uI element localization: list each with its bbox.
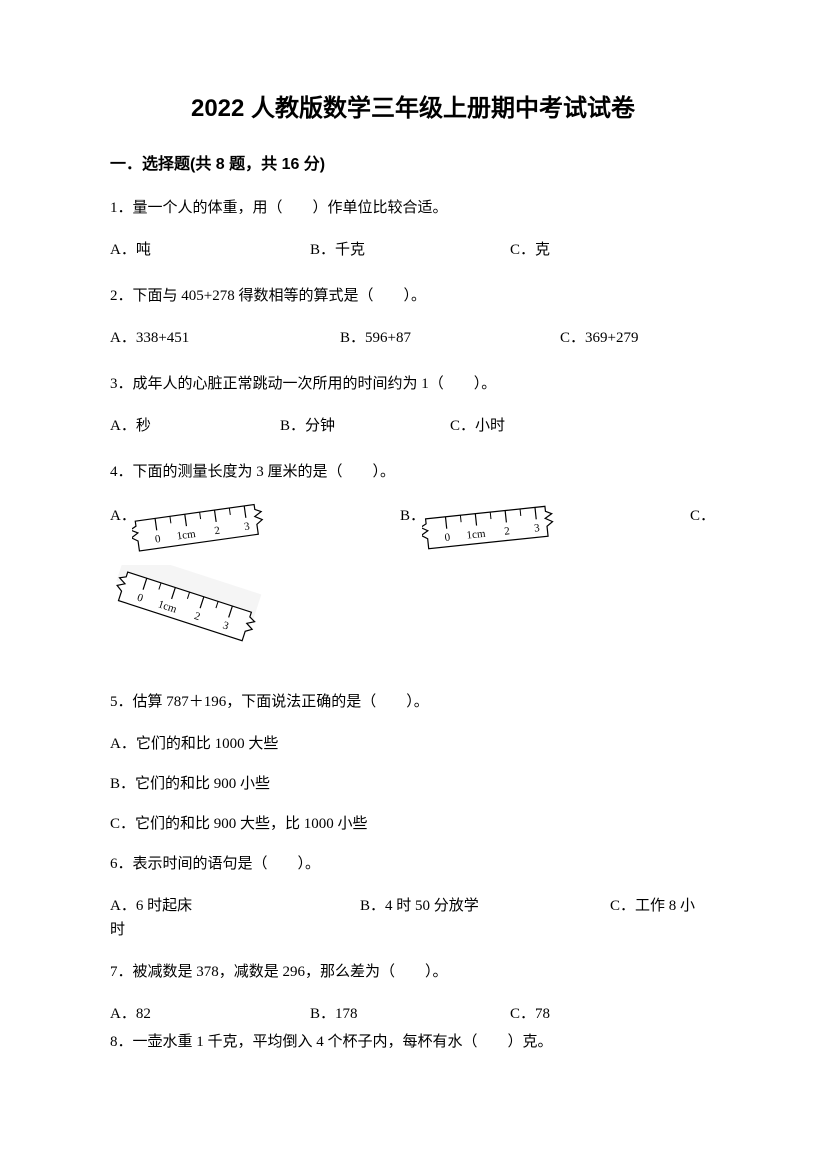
q7-option-b: B．178 xyxy=(310,1002,510,1026)
q5-option-a: A．它们的和比 1000 大些 xyxy=(110,732,716,756)
ruler-icon-b: 0 1cm 2 3 xyxy=(422,502,562,557)
question-6: 6．表示时间的语句是（ ）。 xyxy=(110,852,716,876)
question-3-options: A．秒 B．分钟 C．小时 xyxy=(110,414,716,438)
q3-option-b: B．分钟 xyxy=(280,414,450,438)
svg-text:1cm: 1cm xyxy=(466,528,487,542)
question-4: 4．下面的测量长度为 3 厘米的是（ ）。 xyxy=(110,460,716,484)
q5-option-b: B．它们的和比 900 小些 xyxy=(110,772,716,796)
question-2: 2．下面与 405+278 得数相等的算式是（ ）。 xyxy=(110,284,716,308)
q1-option-b: B．千克 xyxy=(310,238,510,262)
exam-title: 2022 人教版数学三年级上册期中考试试卷 xyxy=(110,90,716,128)
q3-option-c: C．小时 xyxy=(450,414,716,438)
question-7: 7．被减数是 378，减数是 296，那么差为（ ）。 xyxy=(110,960,716,984)
section-1-header: 一．选择题(共 8 题，共 16 分) xyxy=(110,152,716,178)
question-1: 1．量一个人的体重，用（ ）作单位比较合适。 xyxy=(110,196,716,220)
q2-option-b: B．596+87 xyxy=(340,326,560,350)
q6-option-b: B．4 时 50 分放学 xyxy=(360,894,610,918)
ruler-icon-c: 0 1cm 2 3 xyxy=(110,565,270,650)
q2-option-a: A．338+451 xyxy=(110,326,340,350)
q2-option-c: C．369+279 xyxy=(560,326,716,350)
ruler-icon-a: 0 1cm 2 3 xyxy=(132,502,272,557)
q4-option-a-label: A． xyxy=(110,502,132,528)
q6-option-c: C．工作 8 小 xyxy=(610,894,716,918)
question-2-options: A．338+451 B．596+87 C．369+279 xyxy=(110,326,716,350)
question-5: 5．估算 787＋196，下面说法正确的是（ ）。 xyxy=(110,690,716,714)
question-3: 3．成年人的心脏正常跳动一次所用的时间约为 1（ ）。 xyxy=(110,372,716,396)
q4-option-c-label: C． xyxy=(690,502,712,528)
question-6-options: A．6 时起床 B．4 时 50 分放学 C．工作 8 小 xyxy=(110,894,716,918)
q4-option-b-label: B． xyxy=(400,502,422,528)
question-4-options-row2: 0 1cm 2 3 xyxy=(110,565,716,650)
question-7-options: A．82 B．178 C．78 xyxy=(110,1002,716,1026)
question-5-options: A．它们的和比 1000 大些 B．它们的和比 900 小些 C．它们的和比 9… xyxy=(110,732,716,836)
q6-option-a: A．6 时起床 xyxy=(110,894,360,918)
q1-option-c: C．克 xyxy=(510,238,716,262)
q3-option-a: A．秒 xyxy=(110,414,280,438)
q7-option-a: A．82 xyxy=(110,1002,310,1026)
q7-option-c: C．78 xyxy=(510,1002,716,1026)
q6-option-c-extra: 时 xyxy=(110,918,716,942)
q5-option-c: C．它们的和比 900 大些，比 1000 小些 xyxy=(110,812,716,836)
question-8: 8．一壶水重 1 千克，平均倒入 4 个杯子内，每杯有水（ ）克。 xyxy=(110,1030,716,1054)
q1-option-a: A．吨 xyxy=(110,238,310,262)
question-1-options: A．吨 B．千克 C．克 xyxy=(110,238,716,262)
question-4-options-row1: A． 0 1cm 2 3 B． xyxy=(110,502,716,557)
